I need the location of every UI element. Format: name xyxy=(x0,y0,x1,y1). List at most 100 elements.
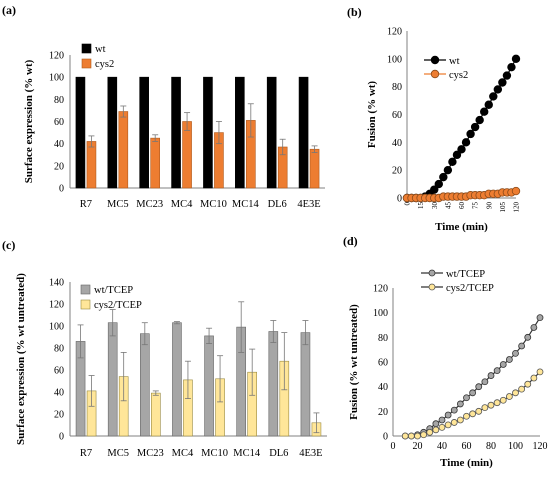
y-tick-label: 40 xyxy=(392,138,402,149)
data-point-wt xyxy=(498,78,507,87)
legend-swatch xyxy=(81,43,92,54)
data-point-wttcep xyxy=(444,411,452,419)
y-tick-label: 80 xyxy=(54,95,64,106)
x-tick-label: MC14 xyxy=(233,448,261,459)
data-point-wttcep xyxy=(456,400,464,408)
x-tick-label: 60 xyxy=(458,202,466,210)
data-point-wt xyxy=(434,179,443,189)
y-tick-label: 0 xyxy=(397,194,402,205)
bar-wt xyxy=(75,76,86,189)
data-point-cys2tcep xyxy=(487,401,495,409)
x-tick-label: 20 xyxy=(413,441,423,452)
data-point-wttcep xyxy=(463,394,470,402)
data-point-cys2tcep xyxy=(524,380,532,388)
data-point-wttcep xyxy=(481,378,489,386)
data-point-cys2tcep xyxy=(456,416,464,424)
data-point-wt xyxy=(439,172,448,182)
legend-swatch xyxy=(80,284,91,295)
data-point-cys2tcep xyxy=(407,432,415,440)
x-axis-label: Time (min) xyxy=(440,457,493,469)
x-tick-label: 45 xyxy=(444,202,452,210)
bar-cys2 xyxy=(150,137,160,189)
data-point-wt xyxy=(493,85,503,94)
data-point-cys2tcep xyxy=(475,407,483,415)
data-point-wttcep xyxy=(530,324,538,331)
x-tick-label: 4E3E xyxy=(299,448,322,459)
y-tick-label: 80 xyxy=(392,82,402,93)
x-axis-label: Time (min) xyxy=(435,221,488,233)
x-tick-label: 30 xyxy=(431,202,439,210)
x-tick-label: MC23 xyxy=(137,448,164,459)
y-tick-label: 100 xyxy=(373,308,388,319)
data-point-cys2tcep xyxy=(512,389,519,397)
x-tick-label: MC10 xyxy=(201,448,228,459)
data-point-wttcep xyxy=(512,349,519,357)
bar-wt xyxy=(107,76,118,189)
y-tick-label: 100 xyxy=(49,73,64,84)
data-point-wt xyxy=(466,129,475,139)
y-tick-label: 80 xyxy=(54,344,64,355)
y-tick-label: 120 xyxy=(49,300,64,311)
x-tick-label: 100 xyxy=(508,441,523,452)
x-tick-label: 0 xyxy=(391,441,396,452)
data-point-wt xyxy=(457,145,466,154)
bar-wt xyxy=(171,76,181,189)
data-point-cys2tcep xyxy=(450,419,458,426)
y-tick-label: 0 xyxy=(383,432,388,443)
panel-label-d: (d) xyxy=(343,234,358,248)
x-tick-label: 120 xyxy=(513,202,521,213)
y-tick-label: 40 xyxy=(54,139,64,150)
data-point-cys2tcep xyxy=(432,426,440,434)
data-point-wttcep xyxy=(438,416,446,424)
panel-label-a: (a) xyxy=(2,3,16,17)
legend-marker xyxy=(428,269,436,277)
legend-label: wt/TCEP xyxy=(94,285,133,296)
data-point-cys2tcep xyxy=(481,404,489,412)
y-tick-label: 0 xyxy=(59,184,64,195)
y-tick-label: 40 xyxy=(378,382,388,393)
bar-wttcep xyxy=(204,335,214,437)
legend-marker xyxy=(430,55,440,65)
bar-wt xyxy=(139,76,149,189)
data-point-wttcep xyxy=(493,367,501,375)
bar-wttcep xyxy=(268,331,279,437)
y-tick-label: 120 xyxy=(49,51,64,62)
y-tick-label: 100 xyxy=(49,322,64,333)
y-tick-label: 60 xyxy=(54,366,64,377)
bar-cys2 xyxy=(118,111,129,189)
data-point-wttcep xyxy=(475,383,483,391)
y-tick-label: 100 xyxy=(387,54,402,65)
bar-cys2 xyxy=(86,141,97,189)
bar-wt xyxy=(266,76,277,189)
legend-label: wt xyxy=(449,56,460,67)
x-tick-label: MC10 xyxy=(200,199,227,210)
data-point-wttcep xyxy=(499,361,507,368)
data-point-cys2tcep xyxy=(438,423,446,431)
x-tick-label: MC4 xyxy=(172,448,194,459)
data-point-cys2tcep xyxy=(414,432,421,440)
y-tick-label: 20 xyxy=(54,410,64,421)
y-tick-label: 60 xyxy=(378,358,388,369)
data-point-wt xyxy=(511,54,521,64)
bar-wt xyxy=(298,76,309,189)
data-point-wt xyxy=(475,115,484,125)
x-tick-label: 105 xyxy=(499,202,507,213)
data-point-wt xyxy=(430,185,439,194)
x-tick-label: 90 xyxy=(485,202,493,210)
data-point-wttcep xyxy=(505,356,513,363)
legend-label: wt xyxy=(95,44,106,55)
y-tick-label: 60 xyxy=(54,117,64,128)
y-tick-label: 120 xyxy=(373,284,388,295)
y-tick-label: 20 xyxy=(54,161,64,172)
legend-label: cys2/TCEP xyxy=(446,283,494,294)
data-point-cys2tcep xyxy=(493,399,501,407)
legend-marker xyxy=(428,283,436,291)
y-tick-label: 20 xyxy=(392,166,402,177)
data-point-wt xyxy=(480,107,489,116)
x-tick-label: 40 xyxy=(437,441,447,452)
y-axis-label: Surface expression (% wt) xyxy=(23,59,35,183)
data-point-cys2tcep xyxy=(518,385,526,393)
data-point-wt xyxy=(470,122,480,132)
x-tick-label: R7 xyxy=(80,448,92,459)
